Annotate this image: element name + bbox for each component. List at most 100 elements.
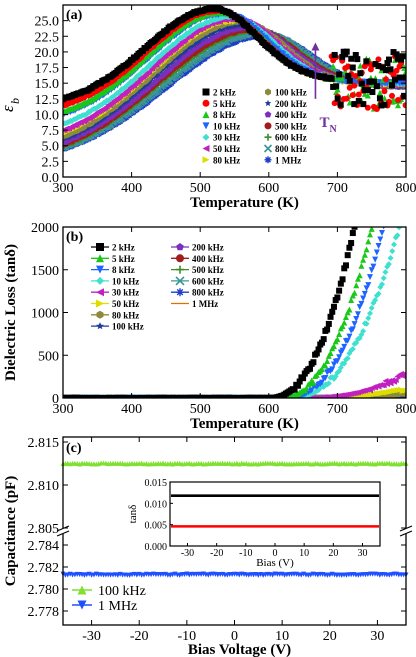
data-point <box>331 51 338 58</box>
data-point <box>382 76 389 83</box>
data-point <box>357 62 364 69</box>
data-point <box>379 64 386 71</box>
data-point <box>168 58 175 65</box>
y-tick-label: 20.0 <box>35 46 60 61</box>
data-point <box>381 88 388 95</box>
data-point <box>84 125 90 132</box>
y-tick-label: 0.0 <box>42 171 60 186</box>
y-tick-label: 7.5 <box>42 124 60 139</box>
data-point <box>116 104 122 110</box>
data-point <box>214 27 220 34</box>
x-tick-label: 800 <box>396 181 416 196</box>
legend-marker <box>264 122 272 130</box>
panel-a: 300 400 500 600 700 8000.02.55.07.510.012.515… <box>0 4 416 211</box>
data-point <box>393 67 400 74</box>
data-point <box>339 75 346 82</box>
data-point <box>155 71 161 78</box>
data-point <box>393 51 400 58</box>
x-tick-label: 500 <box>190 181 211 196</box>
legend-marker <box>265 88 271 96</box>
data-point <box>194 39 201 46</box>
panel-b: 300 400 500 600 700 8000500100015002000(b)Tem… <box>3 221 416 432</box>
data-point <box>174 54 181 61</box>
data-point <box>140 84 146 90</box>
data-point <box>382 67 389 74</box>
legend-label: 800 kHz <box>275 144 307 154</box>
y-axis-label-sub: b <box>8 98 22 104</box>
data-point <box>173 55 179 61</box>
panel-b-data <box>63 227 406 398</box>
data-point <box>352 72 359 79</box>
legend-label: 10 kHz <box>213 121 240 131</box>
data-point <box>390 96 397 103</box>
data-point <box>351 101 358 108</box>
data-point <box>110 109 116 115</box>
data-point <box>212 29 219 35</box>
data-point <box>186 44 193 51</box>
y-tick-label: 5.0 <box>42 140 60 155</box>
data-point <box>179 50 186 56</box>
y-tick-label: 15.0 <box>35 77 60 92</box>
data-point <box>206 32 213 38</box>
data-point <box>97 117 104 124</box>
data-point <box>358 80 365 87</box>
data-point <box>376 95 383 102</box>
data-point <box>355 91 362 98</box>
data-point <box>375 62 382 69</box>
data-point <box>402 69 406 76</box>
axes-frame-a <box>62 4 407 178</box>
legend-marker <box>202 145 210 152</box>
x-tick-label: 300 <box>53 181 74 196</box>
data-point <box>378 102 385 109</box>
data-point <box>123 98 130 105</box>
data-point <box>149 75 155 82</box>
annotation-arrowhead <box>311 42 320 51</box>
data-point <box>395 55 402 62</box>
data-point <box>343 95 350 102</box>
legend-label: 500 kHz <box>275 121 307 131</box>
data-point <box>351 82 358 89</box>
data-point <box>364 92 371 99</box>
x-tick-label: 400 <box>121 181 142 196</box>
x-tick-label: 600 <box>258 181 279 196</box>
data-point <box>361 87 368 94</box>
data-point <box>401 92 406 99</box>
data-point <box>199 36 205 42</box>
data-point <box>180 49 187 55</box>
data-point <box>381 101 388 108</box>
data-point <box>211 29 217 36</box>
y-axis-label: ε <box>0 105 17 112</box>
legend-marker <box>202 156 210 164</box>
data-point <box>363 58 370 65</box>
data-point <box>339 54 346 61</box>
data-point <box>331 100 338 107</box>
data-point <box>395 102 402 109</box>
data-point <box>376 89 383 96</box>
data-point <box>346 84 353 91</box>
data-point <box>188 43 195 49</box>
legend-label: 5 kHz <box>213 99 236 109</box>
data-point <box>402 74 406 81</box>
data-point <box>390 72 397 79</box>
data-point <box>334 86 341 93</box>
data-point <box>209 30 216 36</box>
data-point <box>106 111 113 117</box>
data-point <box>389 92 396 99</box>
legend-label: 200 kHz <box>275 99 307 109</box>
data-point <box>385 56 392 63</box>
legend-label: 2 kHz <box>213 88 236 98</box>
legend-marker <box>202 133 210 141</box>
data-point <box>399 53 406 60</box>
y-tick-label: 17.5 <box>35 62 60 77</box>
legend-marker <box>264 111 272 118</box>
legend-marker <box>264 156 272 164</box>
data-point <box>165 61 172 68</box>
legend-label: 600 kHz <box>275 133 307 143</box>
legend-marker <box>202 122 210 130</box>
data-point <box>66 134 72 141</box>
data-point <box>197 37 204 43</box>
data-point <box>375 56 382 63</box>
data-point <box>122 99 128 106</box>
data-point <box>373 105 380 112</box>
